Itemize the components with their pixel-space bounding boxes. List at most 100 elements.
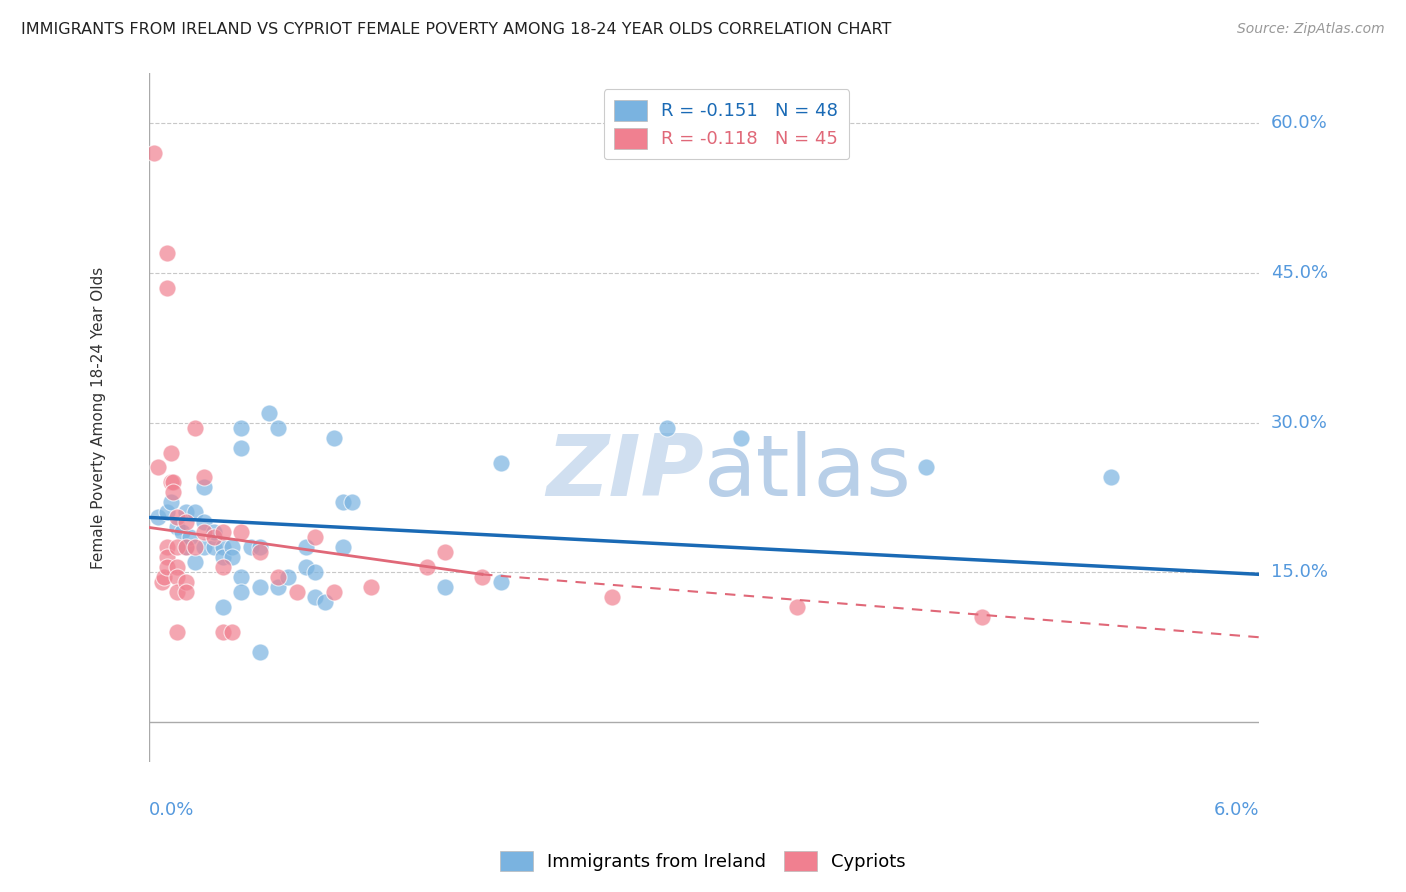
Point xyxy=(489,455,512,469)
Text: 15.0%: 15.0% xyxy=(1271,564,1327,582)
Legend: Immigrants from Ireland, Cypriots: Immigrants from Ireland, Cypriots xyxy=(494,844,912,879)
Point xyxy=(156,505,179,519)
Point xyxy=(730,431,752,445)
Point xyxy=(193,516,215,530)
Point xyxy=(162,475,184,490)
Point xyxy=(249,545,271,559)
Point xyxy=(174,505,197,519)
Point xyxy=(166,520,188,534)
Point xyxy=(314,595,336,609)
Point xyxy=(304,591,326,605)
Point xyxy=(231,441,253,455)
Point xyxy=(166,585,188,599)
Point xyxy=(193,480,215,494)
Point xyxy=(257,406,280,420)
Point xyxy=(174,516,197,530)
Point xyxy=(285,585,308,599)
Point xyxy=(174,541,197,555)
Point xyxy=(332,495,354,509)
Point xyxy=(152,570,174,584)
Point xyxy=(172,525,194,540)
Point xyxy=(970,610,993,624)
Point xyxy=(160,475,183,490)
Point xyxy=(212,541,235,555)
Text: 60.0%: 60.0% xyxy=(1271,114,1327,132)
Point xyxy=(267,570,290,584)
Point xyxy=(160,495,183,509)
Point xyxy=(434,545,457,559)
Text: 30.0%: 30.0% xyxy=(1271,414,1327,432)
Point xyxy=(156,281,179,295)
Point xyxy=(150,575,173,590)
Point xyxy=(434,580,457,594)
Point xyxy=(249,645,271,659)
Point xyxy=(146,510,169,524)
Text: IMMIGRANTS FROM IRELAND VS CYPRIOT FEMALE POVERTY AMONG 18-24 YEAR OLDS CORRELAT: IMMIGRANTS FROM IRELAND VS CYPRIOT FEMAL… xyxy=(21,22,891,37)
Point xyxy=(166,541,188,555)
Point xyxy=(221,550,243,565)
Point xyxy=(277,570,299,584)
Text: Female Poverty Among 18-24 Year Olds: Female Poverty Among 18-24 Year Olds xyxy=(91,267,107,569)
Point xyxy=(174,575,197,590)
Point xyxy=(184,420,207,434)
Text: 0.0%: 0.0% xyxy=(149,801,194,819)
Point xyxy=(202,530,225,544)
Text: atlas: atlas xyxy=(704,431,912,514)
Point xyxy=(162,485,184,500)
Point xyxy=(193,470,215,484)
Point xyxy=(174,585,197,599)
Text: ZIP: ZIP xyxy=(547,431,704,514)
Point xyxy=(166,510,188,524)
Point xyxy=(231,420,253,434)
Point xyxy=(239,541,262,555)
Point xyxy=(332,541,354,555)
Point xyxy=(146,460,169,475)
Point xyxy=(415,560,437,574)
Point xyxy=(231,525,253,540)
Point xyxy=(156,245,179,260)
Point xyxy=(202,525,225,540)
Legend: R = -0.151   N = 48, R = -0.118   N = 45: R = -0.151 N = 48, R = -0.118 N = 45 xyxy=(603,89,849,160)
Point xyxy=(184,555,207,569)
Point xyxy=(202,541,225,555)
Point xyxy=(249,541,271,555)
Text: 45.0%: 45.0% xyxy=(1271,264,1327,282)
Point xyxy=(489,575,512,590)
Point xyxy=(184,505,207,519)
Point xyxy=(267,580,290,594)
Point xyxy=(221,541,243,555)
Point xyxy=(915,460,938,475)
Point xyxy=(786,600,808,615)
Point xyxy=(193,525,215,540)
Point xyxy=(166,625,188,640)
Point xyxy=(179,530,201,544)
Point xyxy=(323,585,346,599)
Point xyxy=(174,541,197,555)
Point xyxy=(156,560,179,574)
Text: 6.0%: 6.0% xyxy=(1213,801,1260,819)
Text: Source: ZipAtlas.com: Source: ZipAtlas.com xyxy=(1237,22,1385,37)
Point xyxy=(156,541,179,555)
Point xyxy=(267,420,290,434)
Point xyxy=(471,570,494,584)
Point xyxy=(221,625,243,640)
Point xyxy=(166,570,188,584)
Point xyxy=(295,541,318,555)
Point xyxy=(193,541,215,555)
Point xyxy=(212,560,235,574)
Point xyxy=(160,445,183,459)
Point xyxy=(342,495,364,509)
Point xyxy=(304,530,326,544)
Point xyxy=(212,550,235,565)
Point xyxy=(304,566,326,580)
Point xyxy=(657,420,679,434)
Point xyxy=(143,145,166,160)
Point xyxy=(295,560,318,574)
Point xyxy=(212,600,235,615)
Point xyxy=(166,560,188,574)
Point xyxy=(360,580,382,594)
Point xyxy=(231,585,253,599)
Point xyxy=(600,591,623,605)
Point xyxy=(231,570,253,584)
Point xyxy=(249,580,271,594)
